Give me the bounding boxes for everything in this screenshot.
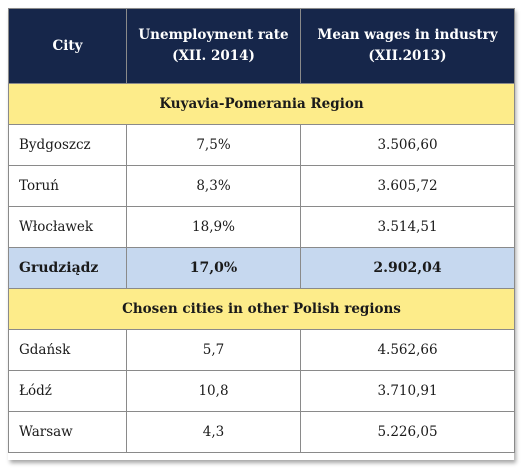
header-unemployment-date: (XII. 2014) [172, 48, 255, 64]
header-unemployment: Unemployment rate (XII. 2014) [126, 8, 301, 84]
wage-cell: 3.605,72 [300, 165, 515, 207]
table-row: Toruń 8,3% 3.605,72 [8, 165, 515, 207]
table-row: Łódź 10,8 3.710,91 [8, 370, 515, 412]
wage-cell: 3.506,60 [300, 124, 515, 166]
rate-cell: 5,7 [126, 329, 301, 371]
table-row: Warsaw 4,3 5.226,05 [8, 411, 515, 453]
section-title-other-regions: Chosen cities in other Polish regions [8, 288, 515, 330]
rate-cell: 7,5% [126, 124, 301, 166]
header-wages-label: Mean wages in industry [317, 27, 498, 43]
rate-cell: 8,3% [126, 165, 301, 207]
city-statistics-table: City Unemployment rate (XII. 2014) Mean … [8, 8, 515, 453]
header-city: City [8, 8, 127, 84]
city-cell: Gdańsk [8, 329, 127, 371]
header-wages: Mean wages in industry (XII.2013) [300, 8, 515, 84]
city-cell: Łódź [8, 370, 127, 412]
wage-cell: 3.514,51 [300, 206, 515, 248]
table-header-row: City Unemployment rate (XII. 2014) Mean … [8, 8, 515, 84]
city-cell: Włocławek [8, 206, 127, 248]
rate-cell: 10,8 [126, 370, 301, 412]
city-cell: Toruń [8, 165, 127, 207]
rate-cell: 17,0% [126, 247, 301, 289]
table-row: Gdańsk 5,7 4.562,66 [8, 329, 515, 371]
city-cell: Bydgoszcz [8, 124, 127, 166]
highlighted-table-row: Grudziądz 17,0% 2.902,04 [8, 247, 515, 289]
section-header-row: Chosen cities in other Polish regions [8, 288, 515, 330]
wage-cell: 3.710,91 [300, 370, 515, 412]
section-header-row: Kuyavia-Pomerania Region [8, 83, 515, 125]
header-unemployment-label: Unemployment rate [138, 27, 289, 43]
rate-cell: 4,3 [126, 411, 301, 453]
rate-cell: 18,9% [126, 206, 301, 248]
table-row: Włocławek 18,9% 3.514,51 [8, 206, 515, 248]
header-wages-date: (XII.2013) [368, 48, 447, 64]
city-cell: Warsaw [8, 411, 127, 453]
city-cell: Grudziądz [8, 247, 127, 289]
wage-cell: 2.902,04 [300, 247, 515, 289]
section-title-kuyavia: Kuyavia-Pomerania Region [8, 83, 515, 125]
table-row: Bydgoszcz 7,5% 3.506,60 [8, 124, 515, 166]
data-table-frame: City Unemployment rate (XII. 2014) Mean … [8, 8, 515, 460]
wage-cell: 4.562,66 [300, 329, 515, 371]
wage-cell: 5.226,05 [300, 411, 515, 453]
